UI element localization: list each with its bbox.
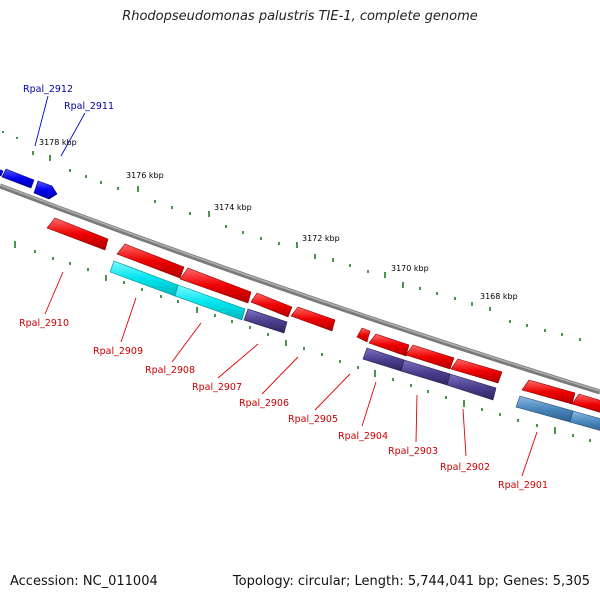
gene-label[interactable]: Rpal_2908 [145, 365, 195, 376]
accession-text: Accession: NC_011004 [10, 574, 158, 589]
gene-arrow-rpal-2905[interactable] [356, 327, 371, 343]
gene-label[interactable]: Rpal_2903 [388, 446, 438, 457]
genome-title: Rhodopseudomonas palustris TIE-1, comple… [122, 9, 478, 24]
tick-label: 3168 kbp [480, 292, 518, 301]
tick-label: 3170 kbp [391, 264, 429, 273]
gene-arrow-rpal-2911[interactable] [33, 180, 58, 200]
forward-label-leaders [34, 95, 86, 157]
gene-arrow-rpal-2902[interactable] [450, 358, 503, 384]
gene-arrow-rpal-2908[interactable] [179, 267, 252, 304]
feature-bar-purple[interactable] [446, 373, 497, 401]
gene-arrow-rpal-2910[interactable] [46, 217, 109, 251]
tick-label: 3176 kbp [126, 171, 164, 180]
gene-arrow-rpal-2906[interactable] [290, 306, 336, 332]
gene-label[interactable]: Rpal_2909 [93, 346, 143, 357]
reverse-gene-labels: Rpal_2910 Rpal_2909 Rpal_2908 Rpal_2907 … [19, 318, 548, 491]
forward-gene-labels: Rpal_2912 Rpal_2911 [23, 84, 114, 112]
gene-label[interactable]: Rpal_2902 [440, 462, 490, 473]
gene-arrow-rpal-2909[interactable] [116, 243, 185, 279]
feature-bar-cyan[interactable] [174, 284, 246, 321]
gene-label[interactable]: Rpal_2906 [239, 398, 289, 409]
gene-label[interactable]: Rpal_2912 [23, 84, 73, 95]
gene-arrow-rpal-2904[interactable] [368, 333, 410, 357]
tick-label: 3172 kbp [302, 234, 340, 243]
tick-labels: 3178 kbp 3176 kbp 3174 kbp 3172 kbp 3170… [39, 138, 518, 301]
gene-arrow-rpal-2912[interactable] [1, 168, 35, 189]
gene-label[interactable]: Rpal_2901 [498, 480, 548, 491]
gene-label[interactable]: Rpal_2907 [192, 382, 242, 393]
gene-arrow-rpal-2907[interactable] [250, 292, 293, 318]
reverse-label-leaders [44, 271, 538, 477]
gene-label[interactable]: Rpal_2905 [288, 414, 338, 425]
feature-bar-steel[interactable] [569, 410, 600, 433]
genome-backbone [0, 183, 600, 395]
tick-label: 3174 kbp [214, 203, 252, 212]
feature-bar-purple[interactable] [243, 308, 288, 334]
tick-label: 3178 kbp [39, 138, 77, 147]
gene-label[interactable]: Rpal_2910 [19, 318, 69, 329]
reverse-genes [46, 217, 600, 415]
gene-arrow-rpal-2903[interactable] [405, 344, 455, 370]
reverse-tick-marks [14, 241, 591, 442]
gene-label[interactable]: Rpal_2911 [64, 101, 114, 112]
gene-label[interactable]: Rpal_2904 [338, 431, 388, 442]
gene-arrow-rpal-2901b[interactable] [571, 393, 600, 415]
topology-text: Topology: circular; Length: 5,744,041 bp… [232, 574, 590, 589]
forward-tick-marks [2, 131, 581, 341]
forward-genes [0, 167, 58, 200]
feature-bars [109, 260, 600, 433]
gene-arrow-rpal-2913[interactable] [0, 167, 4, 177]
